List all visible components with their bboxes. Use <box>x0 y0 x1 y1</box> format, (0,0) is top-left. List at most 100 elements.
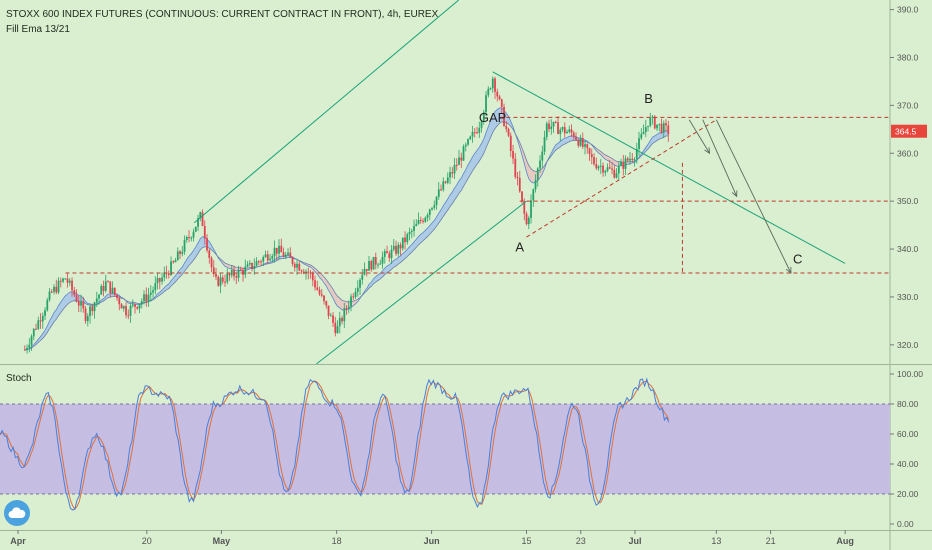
candle-down <box>500 98 503 114</box>
candle-body <box>206 238 208 251</box>
candle-body <box>44 310 46 316</box>
price-tick-label: 360.0 <box>897 148 919 158</box>
arrow-head <box>785 266 792 274</box>
candle-up <box>284 251 287 260</box>
candle-down <box>307 267 310 280</box>
candle-up <box>361 269 364 285</box>
candle-up <box>248 260 251 267</box>
candle-up <box>644 119 647 138</box>
candle-body <box>226 273 229 283</box>
candle-down <box>323 294 325 305</box>
candle-body <box>449 172 451 178</box>
candle-down <box>215 267 217 281</box>
candle-down <box>239 266 242 271</box>
candle-down <box>444 180 447 184</box>
candle-down <box>116 294 118 301</box>
candle-up <box>264 250 267 258</box>
price-tick-label: 340.0 <box>897 244 919 254</box>
candle-down <box>136 306 139 310</box>
projection-arrow <box>702 119 738 197</box>
candle-body <box>318 289 321 295</box>
time-tick-label: 15 <box>521 536 531 546</box>
candle-down <box>572 130 575 140</box>
candle-body <box>134 304 136 307</box>
candle-down <box>570 124 573 137</box>
candle-down <box>374 252 377 270</box>
candle-body <box>242 270 244 275</box>
candle-body <box>338 317 341 327</box>
candle-up <box>197 214 199 232</box>
candle-body <box>588 148 591 155</box>
candle-up <box>62 277 64 284</box>
candle-up <box>424 216 427 223</box>
candle-body <box>368 261 370 271</box>
wave-label-b: B <box>644 91 653 106</box>
candle-body <box>194 226 197 232</box>
candle-body <box>320 294 323 296</box>
candle-up <box>408 227 411 241</box>
candle-down <box>622 154 625 176</box>
cloud-icon <box>8 507 26 518</box>
candle-down <box>203 220 206 245</box>
candle-body <box>343 308 346 322</box>
candle-body <box>255 261 258 266</box>
candle-body <box>192 231 195 238</box>
ema-fill-bull <box>24 291 126 350</box>
candle-body <box>116 294 118 299</box>
candle-body <box>147 294 150 302</box>
candle-body <box>525 213 528 225</box>
candle-body <box>374 256 377 265</box>
candle-body <box>80 301 82 306</box>
candle-down <box>388 250 391 262</box>
candle-body <box>381 256 384 264</box>
candle-up <box>390 245 393 264</box>
time-tick-label: 18 <box>332 536 342 546</box>
tradingview-logo[interactable] <box>4 500 30 526</box>
candle-up <box>471 125 474 143</box>
candle-body <box>404 237 406 243</box>
candle-down <box>352 293 355 300</box>
candle-body <box>559 129 562 135</box>
candle-down <box>73 286 76 297</box>
time-tick-label: 13 <box>711 536 721 546</box>
candle-up <box>93 301 96 319</box>
candle-body <box>329 315 332 317</box>
candle-up <box>381 251 384 269</box>
candle-body <box>57 280 60 293</box>
candle-body <box>75 294 78 302</box>
candle-body <box>296 263 298 268</box>
candle-body <box>419 219 422 221</box>
candle-up <box>350 293 352 312</box>
candle-body <box>451 172 454 174</box>
candle-up <box>68 278 71 287</box>
candle-up <box>181 246 184 257</box>
candle-body <box>482 112 485 122</box>
candle-up <box>615 168 618 179</box>
candle-body <box>109 281 112 294</box>
candle-up <box>347 300 350 314</box>
candle-body <box>219 277 222 286</box>
candle-body <box>98 294 100 299</box>
candle-body <box>507 128 510 136</box>
candle-up <box>410 228 413 239</box>
candle-body <box>125 306 127 316</box>
candle-body <box>444 181 447 183</box>
candle-down <box>327 305 330 320</box>
candle-body <box>158 278 161 282</box>
candle-body <box>512 150 514 159</box>
candle-down <box>370 259 373 272</box>
candle-body <box>554 121 557 123</box>
candle-body <box>581 138 584 147</box>
candle-body <box>278 245 280 254</box>
candle-body <box>251 262 253 269</box>
candle-up <box>379 259 382 265</box>
projection-arrow <box>715 119 792 274</box>
candle-up <box>579 134 582 148</box>
candle-body <box>521 191 523 202</box>
candle-down <box>332 312 334 328</box>
candle-up <box>354 287 357 299</box>
candle-body <box>266 254 269 261</box>
candle-up <box>192 228 195 242</box>
